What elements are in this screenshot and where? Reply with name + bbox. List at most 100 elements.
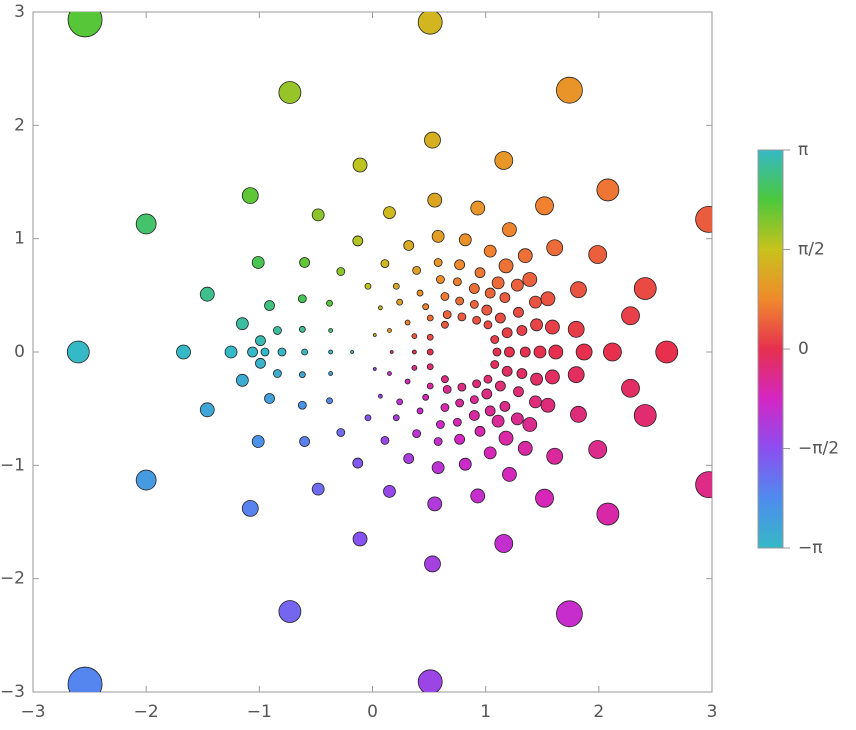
point	[403, 453, 415, 464]
point	[452, 417, 462, 427]
point	[458, 233, 472, 247]
y-tick-label: −2	[0, 569, 25, 589]
points	[66, 12, 712, 692]
point	[455, 296, 465, 306]
point	[298, 371, 306, 379]
point	[452, 277, 462, 287]
point	[603, 342, 622, 362]
point	[522, 417, 538, 432]
point	[474, 425, 486, 437]
x-tick-label: 3	[707, 702, 718, 722]
point	[501, 327, 513, 339]
y-tick-label: 0	[14, 342, 25, 362]
point	[416, 289, 424, 297]
point	[494, 151, 514, 170]
point	[494, 534, 514, 553]
point	[424, 131, 441, 149]
point	[427, 496, 443, 512]
point	[472, 315, 482, 325]
point	[247, 346, 258, 358]
point	[422, 303, 430, 311]
point	[498, 258, 514, 274]
point	[378, 393, 383, 399]
point	[350, 350, 355, 354]
point	[556, 76, 583, 104]
colorbar-tick-label: π/2	[798, 239, 825, 259]
point	[655, 340, 679, 364]
point	[426, 333, 434, 341]
point	[387, 328, 392, 333]
point	[504, 346, 515, 358]
colorbar	[757, 149, 784, 549]
point	[392, 282, 400, 290]
x-tick-label: 0	[367, 702, 378, 722]
point	[241, 499, 259, 517]
point	[484, 287, 496, 299]
point	[416, 407, 424, 415]
point	[483, 244, 497, 258]
point	[556, 600, 583, 628]
point	[417, 669, 443, 692]
point	[491, 414, 505, 428]
point	[352, 157, 368, 173]
x-tick-label: −2	[134, 702, 159, 722]
point	[522, 272, 538, 287]
point	[67, 666, 103, 692]
point	[352, 531, 368, 547]
point	[483, 320, 493, 330]
point	[530, 318, 543, 332]
point	[328, 349, 334, 355]
point	[417, 12, 443, 35]
point	[412, 429, 422, 439]
point	[454, 433, 466, 445]
point	[517, 440, 533, 456]
point	[326, 299, 333, 307]
point	[469, 299, 479, 309]
point	[570, 405, 587, 423]
x-tick-label: −1	[247, 702, 272, 722]
point	[251, 256, 265, 269]
point	[458, 457, 472, 471]
point	[251, 435, 265, 448]
point	[575, 343, 593, 361]
x-tick-label: 2	[593, 702, 604, 722]
point	[411, 349, 417, 355]
colorbar-tick-label: −π/2	[798, 439, 839, 459]
point	[502, 222, 517, 238]
y-tick-label: 1	[14, 229, 25, 249]
point	[470, 200, 486, 216]
point	[621, 306, 640, 326]
point	[426, 314, 434, 322]
point	[540, 291, 556, 307]
point	[546, 447, 564, 465]
point	[404, 378, 411, 385]
point	[502, 466, 517, 482]
point	[67, 12, 103, 38]
point	[235, 317, 249, 331]
point	[468, 283, 480, 294]
point	[372, 367, 377, 371]
point	[546, 239, 564, 257]
point	[135, 213, 157, 235]
point	[422, 393, 430, 401]
point	[621, 378, 640, 398]
point	[403, 240, 415, 251]
point	[435, 275, 445, 284]
point	[433, 437, 443, 446]
point	[545, 319, 560, 335]
point	[491, 276, 505, 290]
point	[472, 379, 482, 389]
point	[596, 502, 620, 526]
point	[516, 368, 528, 379]
y-tick-label: 2	[14, 115, 25, 135]
point	[499, 292, 511, 304]
point	[273, 326, 282, 335]
point	[481, 388, 493, 400]
point	[404, 319, 411, 326]
point	[264, 393, 275, 404]
point	[442, 310, 452, 320]
point	[380, 435, 390, 445]
point	[396, 298, 404, 306]
point	[278, 81, 302, 104]
